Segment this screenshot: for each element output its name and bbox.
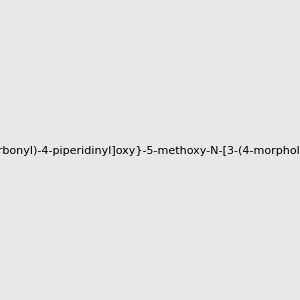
Text: 2-{[1-(cyclopropylcarbonyl)-4-piperidinyl]oxy}-5-methoxy-N-[3-(4-morpholinyl)pro: 2-{[1-(cyclopropylcarbonyl)-4-piperidiny… bbox=[0, 146, 300, 157]
